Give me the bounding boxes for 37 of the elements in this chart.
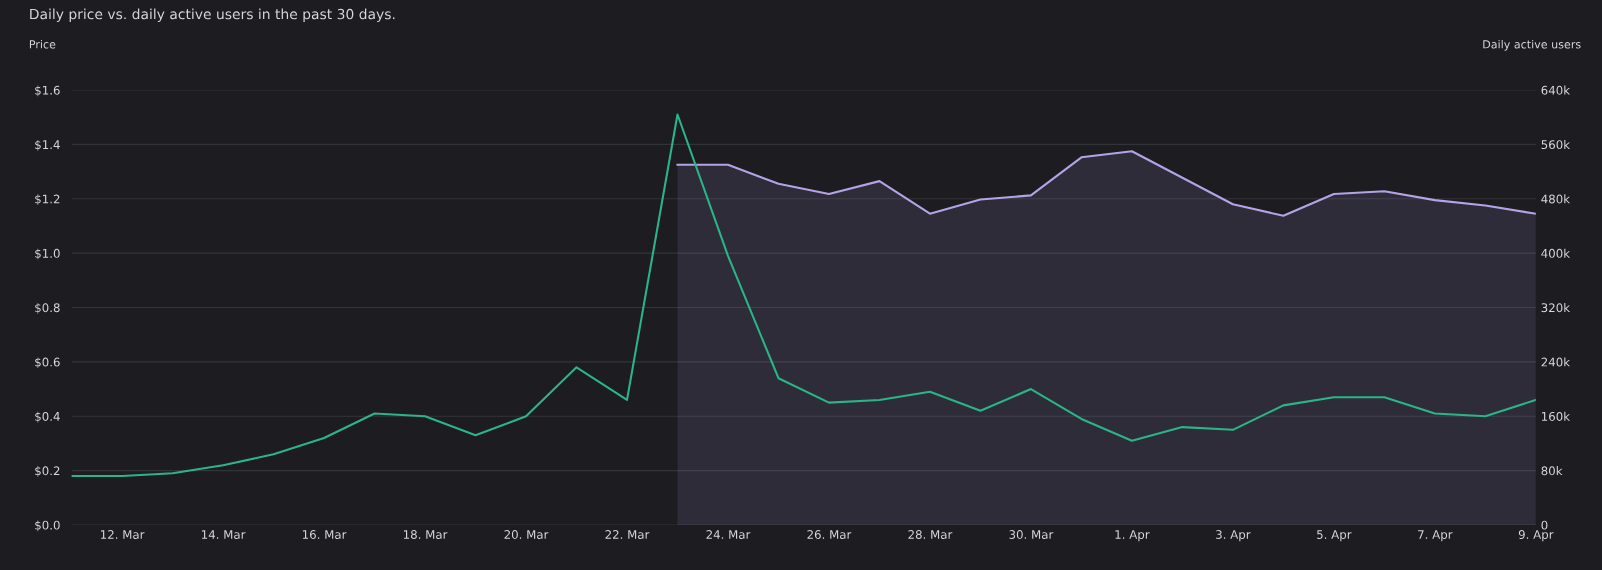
x-tick-label: 14. Mar [201, 530, 246, 539]
chart-title: Daily price vs. daily active users in the past 30 days. [30, 8, 395, 22]
y2-tick-label: 320k [1541, 303, 1571, 313]
x-tick-label: 12. Mar [101, 530, 145, 539]
x-tick-label: 16. Mar [302, 530, 347, 539]
x-tick-label: 3. Apr [1216, 530, 1251, 542]
y-tick-label: $0.2 [35, 466, 60, 477]
y2-tick-label: 560k [1541, 139, 1571, 150]
y2-tick-label: 640k [1541, 85, 1571, 95]
y2-tick-label: 400k [1541, 248, 1571, 258]
x-tick-label: 1. Apr [1115, 530, 1150, 542]
y-tick-label: $1.2 [35, 194, 60, 206]
x-tick-label: 5. Apr [1317, 530, 1352, 542]
y2-axis-title: Daily active users [1483, 39, 1581, 51]
x-tick-label: 18. Mar [403, 530, 448, 539]
y-tick-label: $0.8 [35, 303, 60, 314]
x-tick-label: 22. Mar [605, 530, 650, 539]
y-tick-label: $1.6 [35, 85, 60, 97]
y2-tick-label: 0 [1541, 520, 1548, 530]
y-tick-label: $0.4 [35, 411, 60, 423]
y2-tick-label: 480k [1541, 194, 1571, 204]
y-tick-label: $1.0 [35, 248, 60, 260]
y2-tick-label: 240k [1541, 357, 1571, 367]
x-tick-label: 24. Mar [706, 530, 751, 539]
x-tick-label: 7. Apr [1418, 530, 1453, 542]
line-series [71, 113, 1536, 478]
y-tick-label: $0.6 [35, 357, 60, 369]
x-tick-label: 9. Apr [1518, 530, 1554, 542]
x-tick-label: 28. Mar [908, 530, 953, 539]
x-tick-label: 26. Mar [807, 530, 852, 539]
x-tick-label: 20. Mar [504, 530, 549, 539]
y-tick-label: $1.4 [35, 139, 60, 151]
y-tick-label: $0.0 [35, 520, 60, 532]
y2-tick-label: 160k [1542, 411, 1571, 421]
y-axis-title: Price [29, 39, 56, 49]
y2-tick-label: 80k [1541, 466, 1563, 476]
x-tick-label: 30. Mar [1009, 530, 1054, 539]
